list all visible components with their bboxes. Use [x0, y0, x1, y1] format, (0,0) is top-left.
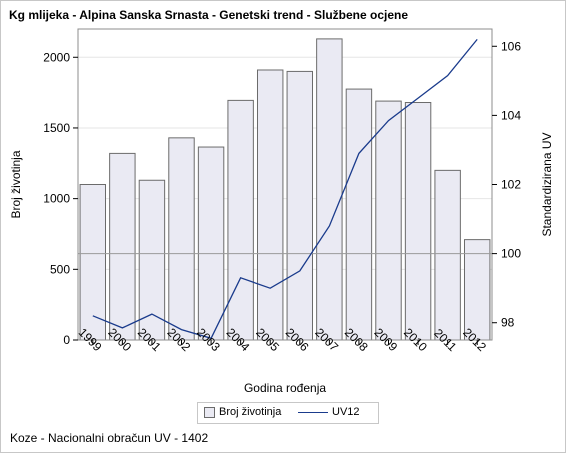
- y2-axis-title: Standardizirana UV: [540, 132, 554, 236]
- bar: [316, 38, 343, 341]
- x-axis-title: Godina rođenja: [244, 381, 326, 395]
- y-axis-title: Broj životinja: [9, 150, 23, 218]
- legend-item-line: UV12: [298, 406, 360, 420]
- y2-tick-label: 100: [501, 247, 521, 261]
- y-tick-label: 1500: [43, 121, 70, 135]
- y-tick-label: 0: [63, 333, 70, 347]
- y2-tick-label: 98: [501, 316, 515, 330]
- legend-item-bars: Broj životinja: [204, 406, 281, 420]
- legend-label-line: UV12: [332, 406, 360, 418]
- footnote: Koze - Nacionalni obračun UV - 1402: [10, 431, 209, 445]
- legend: Broj životinja UV12: [197, 402, 379, 424]
- bar: [227, 99, 254, 341]
- y-tick-label: 500: [50, 262, 70, 276]
- legend-bar-swatch: [204, 406, 215, 418]
- y-tick-label: 2000: [43, 50, 70, 64]
- y2-tick-label: 104: [501, 108, 521, 122]
- bar: [109, 152, 136, 341]
- y2-tick-label: 102: [501, 178, 521, 192]
- bar: [256, 69, 284, 341]
- legend-line-swatch: [298, 411, 328, 413]
- bar: [404, 102, 432, 341]
- legend-label-bars: Broj životinja: [219, 406, 282, 418]
- series-line-uv12: [92, 38, 478, 340]
- bar: [375, 100, 402, 341]
- bar: [197, 146, 225, 341]
- bar: [434, 169, 461, 341]
- y-tick-label: 1000: [43, 192, 70, 206]
- bar: [168, 137, 195, 341]
- bar: [463, 239, 491, 341]
- chart-title: Kg mlijeka - Alpina Sanska Srnasta - Gen…: [9, 8, 409, 22]
- y2-tick-label: 106: [501, 39, 521, 53]
- bar: [345, 88, 373, 341]
- bar: [79, 184, 107, 341]
- bar: [286, 70, 314, 341]
- bar: [138, 179, 166, 341]
